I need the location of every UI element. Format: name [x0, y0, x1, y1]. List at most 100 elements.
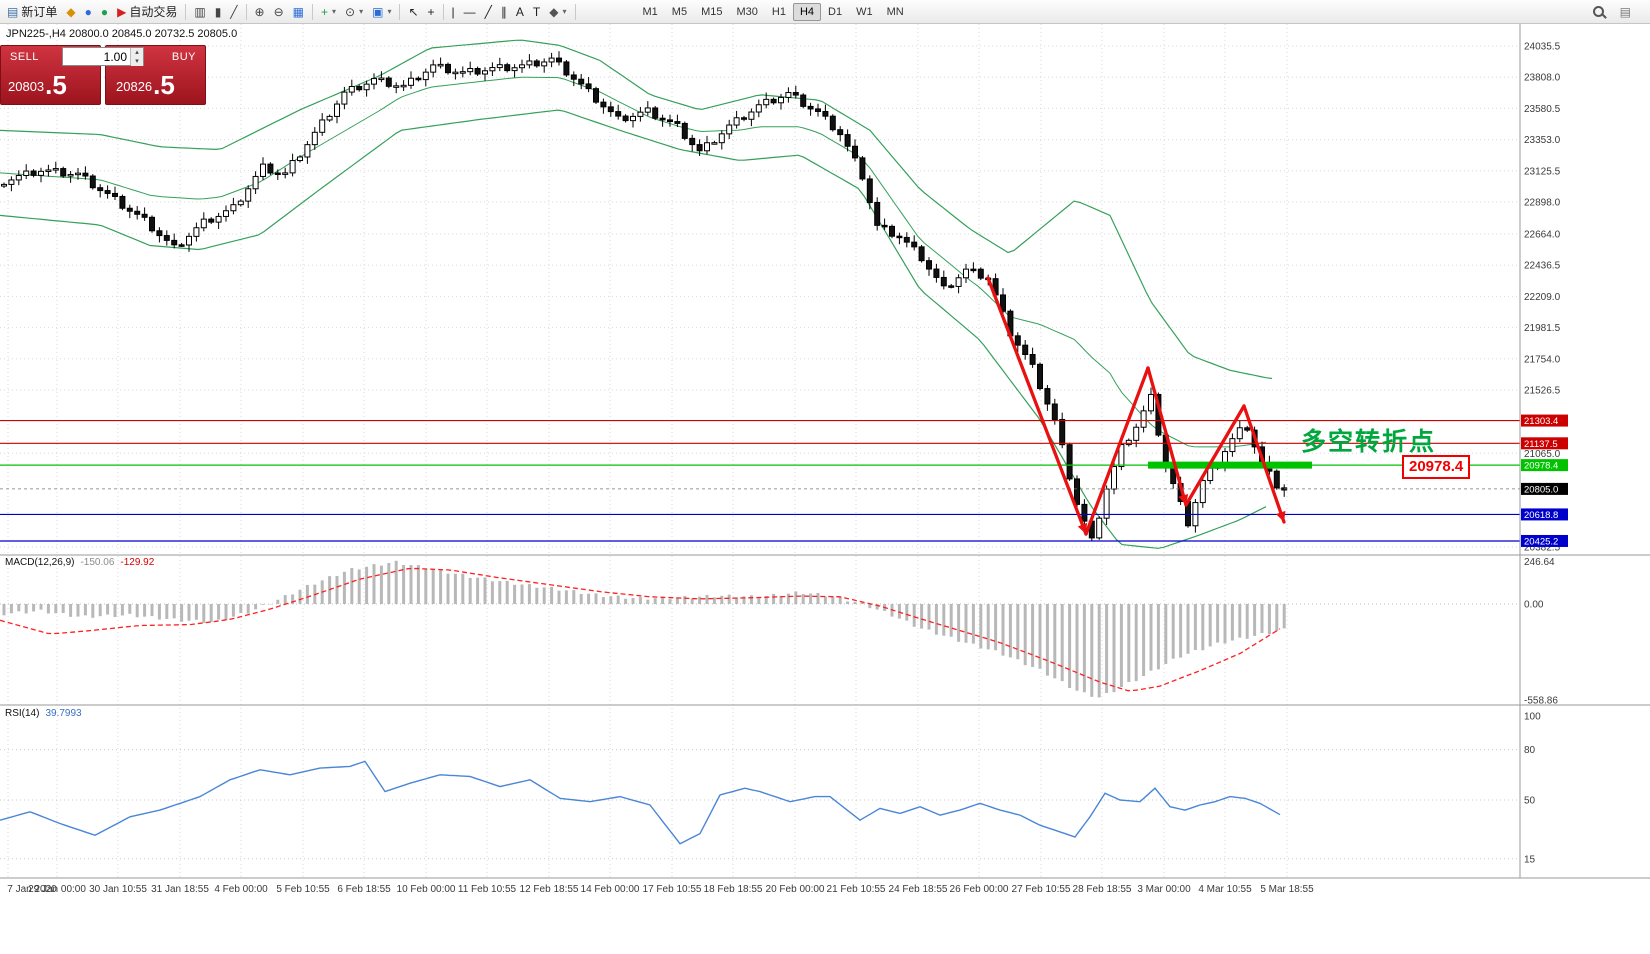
price-badge-label: 21137.5 — [1524, 439, 1558, 450]
timeframe-m30[interactable]: M30 — [729, 3, 764, 21]
new-chart-icon[interactable]: + ▾ — [317, 2, 340, 22]
candle-body — [859, 157, 866, 180]
sell-price-main: 20803 — [8, 79, 45, 94]
candle-body — [422, 71, 429, 81]
period-icon[interactable]: ⊙ ▾ — [341, 2, 367, 22]
candle-body — [496, 64, 503, 69]
candle-body — [563, 61, 570, 76]
sell-price-frac: .5 — [45, 70, 67, 100]
search-icon[interactable] — [1589, 2, 1608, 22]
bollinger-bands — [0, 39, 1273, 549]
toolbar-separator — [312, 3, 313, 20]
candle-body — [667, 119, 673, 123]
trend-arrow-head — [1276, 510, 1286, 522]
timeframe-m15[interactable]: M15 — [694, 3, 729, 21]
horizontal-line-icon[interactable]: — — [460, 2, 480, 22]
frame — [0, 24, 1650, 879]
volume-up-icon[interactable]: ▴ — [131, 48, 143, 57]
zoom-out-icon: ⊖ — [273, 4, 284, 19]
timeframe-m1[interactable]: M1 — [636, 3, 665, 21]
candle-body — [348, 86, 355, 93]
candle-body — [200, 218, 207, 229]
bar-chart-icon: ▥ — [194, 4, 206, 19]
buy-label: BUY — [171, 51, 196, 63]
candle-body — [933, 268, 940, 278]
candle-body — [778, 96, 784, 104]
candle-body — [1059, 418, 1066, 446]
timeframe-h1[interactable]: H1 — [765, 3, 793, 21]
candle-body — [1103, 488, 1110, 519]
line-chart-icon[interactable]: ╱ — [226, 2, 241, 22]
new-order-button[interactable]: ▤ 新订单 — [3, 2, 61, 22]
chevron-down-icon: ▾ — [332, 7, 337, 16]
tile-windows-icon[interactable]: ▦ — [289, 2, 308, 22]
candle-body — [755, 104, 762, 113]
candle-body — [1229, 438, 1236, 453]
zoom-in-icon[interactable]: ⊕ — [251, 2, 269, 22]
candle-body — [89, 175, 96, 189]
template-icon[interactable]: ▣ ▾ — [368, 2, 395, 22]
trend-arrow-line — [986, 276, 1088, 536]
candlestick-chart-icon[interactable]: ▮ — [211, 2, 226, 22]
time-tick-label: 17 Feb 10:55 — [643, 884, 702, 895]
candle-body — [1037, 363, 1043, 390]
candle-body — [1044, 388, 1051, 405]
shapes-icon[interactable]: ◆ ▾ — [545, 2, 570, 22]
trendline-icon[interactable]: ╱ — [481, 2, 496, 22]
one-click-trading-panel[interactable]: SELL 20803.5 BUY 20826.5 ▴▾ — [0, 45, 206, 105]
candle-body — [30, 170, 37, 176]
candle-body — [215, 215, 222, 223]
candle-body — [593, 88, 599, 103]
horizontal-line-icon: — — [463, 4, 476, 19]
toolbar-left-group: ▤ 新订单 ◆ ● ● ▶ 自动交易 ▥ ▮ ╱ ⊕ ⊖ ▦ + ▾ ⊙ ▾ ▣ ▾ ↖ + | — ╱ ∥ A T ◆ ▾ — [3, 2, 579, 22]
candle-body — [1022, 344, 1029, 356]
candle-body — [607, 106, 614, 113]
text-icon[interactable]: A — [512, 2, 528, 22]
candle-body — [341, 91, 348, 105]
candle-body — [297, 156, 303, 162]
buy-button[interactable]: BUY 20826.5 — [105, 45, 206, 105]
macd-name: MACD(12,26,9) — [5, 557, 75, 568]
timeframe-mn[interactable]: MN — [880, 3, 911, 21]
market-watch-icon[interactable]: ● — [81, 2, 96, 22]
timeframe-h4[interactable]: H4 — [792, 2, 822, 21]
candle-body — [1140, 410, 1147, 428]
candle-body — [134, 210, 141, 215]
volume-field[interactable]: ▴▾ — [62, 47, 144, 66]
candle-body — [38, 170, 44, 176]
community-icon[interactable]: ● — [97, 2, 112, 22]
bar-chart-icon[interactable]: ▥ — [190, 2, 209, 22]
vertical-line-icon[interactable]: | — [448, 2, 459, 22]
time-tick-label: 29 Jan 00:00 — [28, 884, 86, 895]
candle-body — [1, 183, 7, 187]
candle-body — [452, 71, 459, 75]
rsi-value: 39.7993 — [45, 708, 82, 719]
candle-body — [504, 64, 511, 72]
timeframe-m5[interactable]: M5 — [665, 3, 694, 21]
timeframe-d1[interactable]: D1 — [821, 3, 849, 21]
candle-body — [963, 268, 969, 279]
price-tick-label: 21065.0 — [1524, 449, 1561, 460]
data-window-icon[interactable]: ▤ — [1616, 2, 1635, 22]
volume-input[interactable] — [63, 48, 130, 65]
volume-down-icon[interactable]: ▾ — [131, 57, 143, 66]
search-icon — [1592, 6, 1604, 17]
trend-arrow-line — [1242, 404, 1286, 524]
crosshair-icon[interactable]: + — [424, 2, 439, 22]
trend-arrow-line — [1084, 366, 1150, 536]
cursor-icon[interactable]: ↖ — [404, 2, 422, 22]
autotrading-button[interactable]: ▶ 自动交易 — [113, 2, 181, 22]
profiles-icon[interactable]: ◆ — [62, 2, 79, 22]
timeframe-w1[interactable]: W1 — [849, 3, 880, 21]
text-label-icon[interactable]: T — [529, 2, 544, 22]
price-axis[interactable]: 24035.5 23808.0 23580.5 23353.0 23125.5 22898… — [1521, 42, 1568, 866]
chart-canvas[interactable]: 24035.5 23808.0 23580.5 23353.0 23125.5 22898… — [0, 24, 1650, 949]
text-label-icon: T — [532, 4, 541, 19]
volume-spinner[interactable]: ▴ ▾ — [130, 48, 143, 66]
time-tick-label: 7 Jan 2020 — [7, 884, 57, 895]
zoom-out-icon[interactable]: ⊖ — [270, 2, 288, 22]
candle-body — [1273, 470, 1280, 489]
time-tick-label: 24 Feb 18:55 — [889, 884, 948, 895]
channel-icon[interactable]: ∥ — [497, 2, 511, 22]
